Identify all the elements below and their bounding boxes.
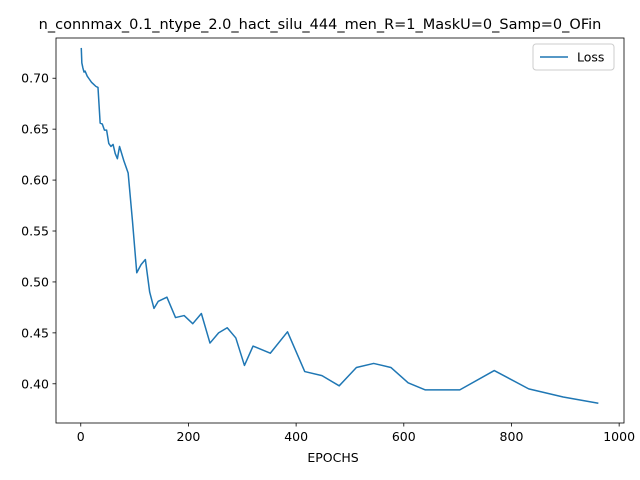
y-tick-label: 0.50 <box>21 274 49 289</box>
x-tick-label: 600 <box>392 429 416 444</box>
x-tick-label: 400 <box>284 429 308 444</box>
x-tick-label: 1000 <box>603 429 635 444</box>
y-tick-label: 0.70 <box>21 71 49 86</box>
y-tick-label: 0.40 <box>21 376 49 391</box>
x-tick-label: 200 <box>177 429 201 444</box>
y-tick-label: 0.45 <box>21 325 49 340</box>
x-tick-label: 800 <box>500 429 524 444</box>
plot-area: 0 200 400 600 800 1000 0.40 0.45 0.50 0.55 0.60 0.6… <box>21 37 635 444</box>
x-tick-label: 0 <box>77 429 85 444</box>
y-tick-label: 0.65 <box>21 122 49 137</box>
chart-title: n_connmax_0.1_ntype_2.0_hact_silu_444_me… <box>39 17 602 33</box>
x-axis-label: EPOCHS <box>307 450 358 465</box>
y-tick-label: 0.55 <box>21 224 49 239</box>
series-line-0 <box>80 47 599 405</box>
axes-frame <box>55 37 625 424</box>
legend-box <box>532 43 615 71</box>
legend-label: Loss <box>577 50 604 65</box>
y-tick-label: 0.60 <box>21 173 49 188</box>
